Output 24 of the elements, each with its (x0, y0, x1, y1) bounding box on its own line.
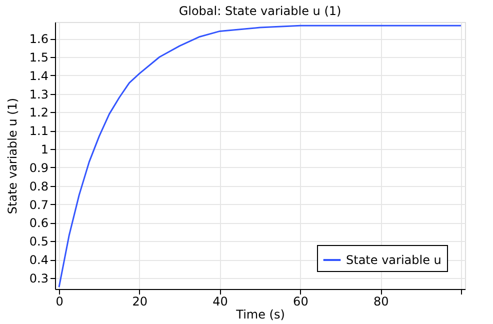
x-axis-title: Time (s) (235, 308, 285, 322)
x-tick-label: 20 (132, 294, 148, 308)
y-tick-label: 1 (40, 142, 48, 157)
y-tick-label: 0.8 (29, 179, 48, 194)
y-tick-label: 1.6 (29, 32, 48, 46)
y-tick-label: 0.7 (29, 198, 48, 212)
y-tick-label: 1.4 (29, 68, 48, 83)
y-axis-title: State variable u (1) (5, 98, 20, 214)
line-series (58, 24, 462, 288)
y-tick-label: 1.5 (29, 50, 48, 64)
y-tick-label: 0.6 (29, 216, 48, 230)
y-tick-label: 1.1 (29, 124, 48, 138)
x-tick-label: 80 (373, 294, 389, 308)
y-tick-label: 0.9 (29, 160, 48, 175)
legend-label: State variable u (346, 253, 442, 267)
y-tick-label: 0.5 (29, 234, 48, 249)
y-tick-label: 0.3 (29, 271, 48, 286)
x-tick-label: 0 (56, 294, 64, 308)
x-tick-label: 60 (293, 294, 308, 308)
y-tick-label: 1.2 (29, 106, 48, 120)
y-tick-label: 1.3 (29, 87, 48, 102)
y-tick-label: 0.4 (29, 253, 48, 268)
x-tick-label: 40 (212, 294, 228, 308)
chart-title: Global: State variable u (1) (178, 4, 342, 18)
